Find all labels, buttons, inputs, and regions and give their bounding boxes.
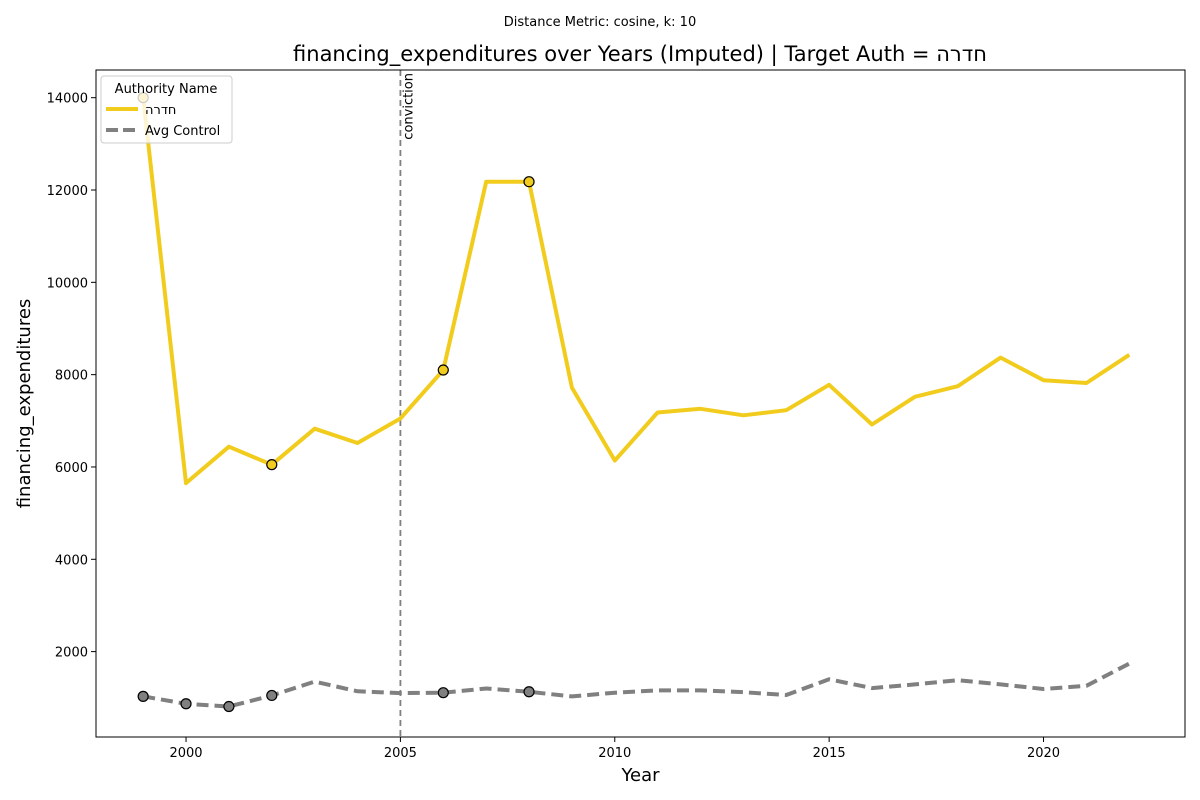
imputed-point-1-2001 <box>223 700 235 713</box>
legend-label-target: חדרה <box>145 103 176 118</box>
legend-box <box>100 75 233 144</box>
x-axis-ticks: 2000 2005 2010 2015 2020 <box>169 737 1060 761</box>
legend: Authority Name חדרה Avg Control <box>100 75 233 144</box>
y-tick-label-4000: 4000 <box>55 553 88 568</box>
y-tick-label-8000: 8000 <box>55 369 88 384</box>
imputed-point-0-2008 <box>523 176 535 188</box>
y-tick-label-12000: 12000 <box>47 184 88 199</box>
x-tick-label-2000: 2000 <box>169 746 202 761</box>
chart-suptitle: Distance Metric: cosine, k: 10 <box>504 15 696 30</box>
plot-area: conviction <box>137 70 1131 737</box>
y-tick-label-2000: 2000 <box>55 646 88 661</box>
x-tick-label-2015: 2015 <box>813 746 846 761</box>
y-tick-label-6000: 6000 <box>55 461 88 476</box>
y-tick-label-14000: 14000 <box>47 92 88 107</box>
series-line-0 <box>141 97 1131 486</box>
imputed-point-1-2008 <box>523 686 535 698</box>
x-axis-label: Year <box>620 765 660 786</box>
chart-title: financing_expenditures over Years (Imput… <box>293 42 987 67</box>
legend-title: Authority Name <box>115 82 218 97</box>
imputed-point-1-2006 <box>437 687 449 699</box>
x-tick-label-2005: 2005 <box>384 746 417 761</box>
imputed-point-0-2006 <box>437 364 449 376</box>
imputed-point-1-2002 <box>266 689 278 702</box>
imputed-point-1-1999 <box>137 690 149 702</box>
x-tick-label-2010: 2010 <box>598 746 631 761</box>
x-tick-label-2020: 2020 <box>1027 746 1060 761</box>
y-tick-label-10000: 10000 <box>47 276 88 291</box>
y-axis-ticks: 2000 4000 6000 8000 10000 12000 14000 <box>47 92 96 661</box>
annotation-label-0: conviction <box>401 73 416 140</box>
imputed-point-1-2000 <box>180 698 192 710</box>
legend-label-control: Avg Control <box>145 124 220 139</box>
imputed-point-0-2002 <box>266 459 278 471</box>
y-axis-label: financing_expenditures <box>14 299 35 509</box>
series-line-1 <box>142 661 1131 709</box>
axes-frame <box>95 69 1186 738</box>
